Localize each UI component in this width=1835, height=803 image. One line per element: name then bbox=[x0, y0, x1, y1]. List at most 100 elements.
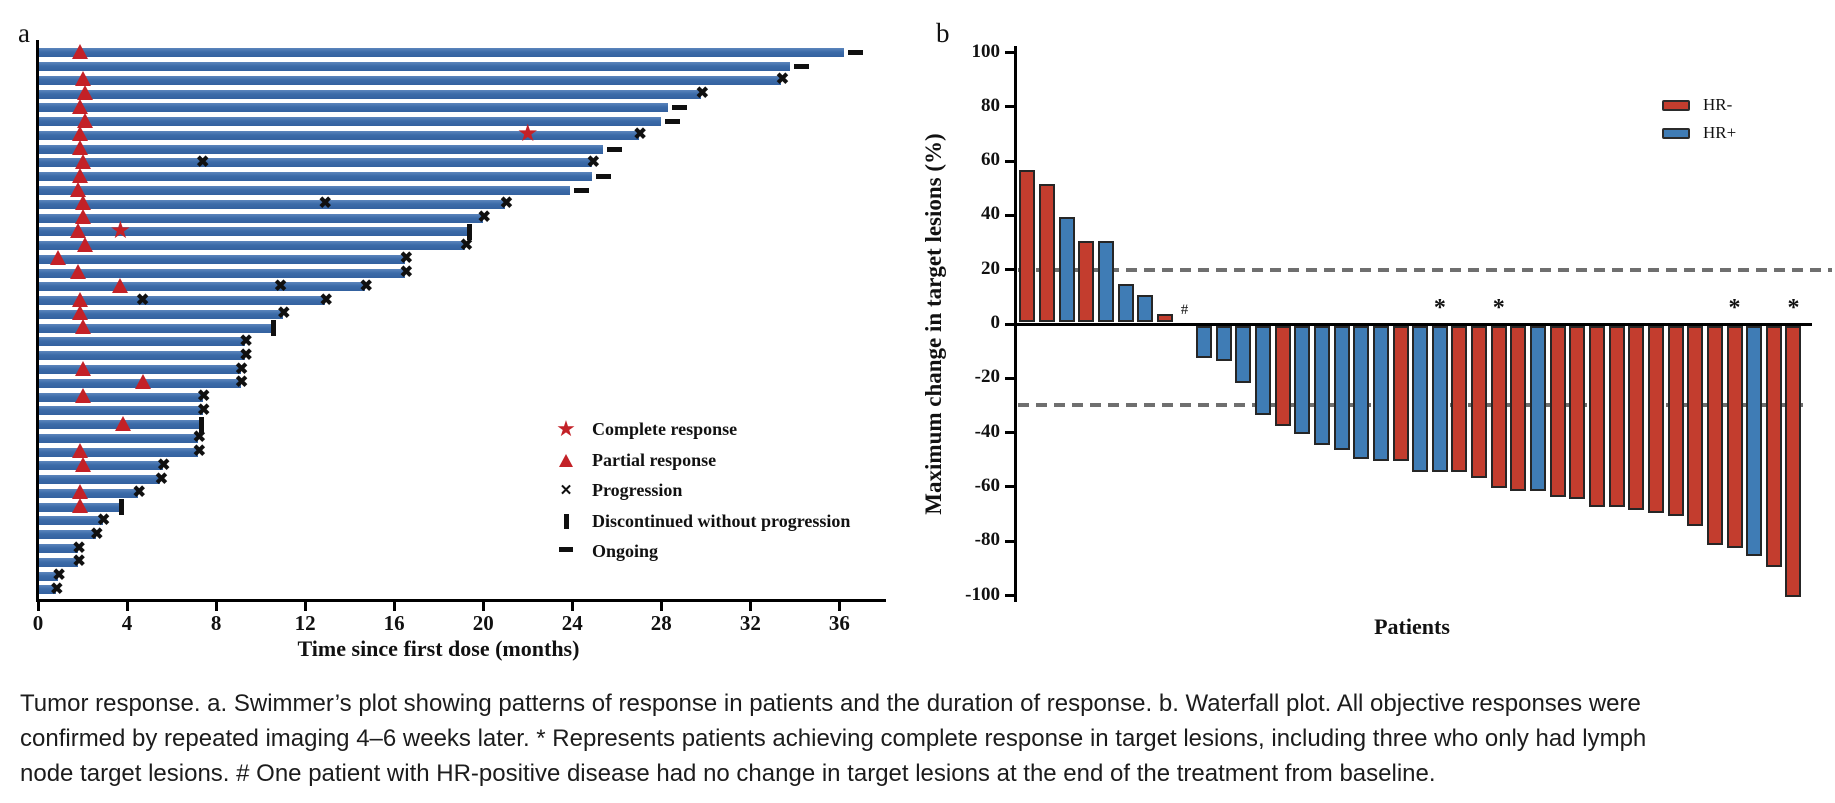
progression-marker-icon: ✖ bbox=[633, 126, 647, 144]
progression-marker-icon: ✖ bbox=[359, 277, 373, 295]
progression-marker-icon: ✖ bbox=[196, 153, 210, 171]
progression-marker-icon: ✖ bbox=[277, 305, 291, 323]
waterfall-bar bbox=[1353, 325, 1370, 459]
partial-response-marker-icon bbox=[74, 195, 91, 211]
waterfall-zero-line bbox=[1016, 322, 1812, 326]
waterfall-bar bbox=[1471, 325, 1488, 478]
swimmer-x-tick-label: 8 bbox=[210, 611, 222, 635]
swimmer-bar bbox=[39, 433, 199, 443]
legend-item-label: Partial response bbox=[592, 449, 717, 470]
waterfall-bar bbox=[1687, 325, 1704, 527]
panel-a-label: a bbox=[18, 18, 30, 48]
partial-response-marker-icon bbox=[72, 291, 89, 307]
waterfall-legend-label: HR- bbox=[1703, 95, 1733, 114]
waterfall-y-tick bbox=[1005, 539, 1014, 543]
progression-marker-icon: ✖ bbox=[192, 429, 206, 447]
waterfall-bar bbox=[1647, 325, 1664, 513]
progression-marker-icon: ✖ bbox=[399, 250, 413, 268]
swimmer-plot: 0 4 8 12 16 20 24 28 32 36 Time since first dose (… bbox=[0, 0, 935, 680]
swimmer-y-axis bbox=[36, 40, 39, 602]
progression-marker-icon: ✖ bbox=[399, 264, 413, 282]
progression-marker-icon: ✖ bbox=[135, 291, 150, 309]
swimmer-bar bbox=[39, 488, 139, 498]
swimmer-bar bbox=[39, 144, 604, 154]
swimmer-bar bbox=[39, 406, 203, 416]
swimmer-x-tick bbox=[482, 602, 486, 611]
waterfall-bar bbox=[1490, 325, 1507, 489]
waterfall-y-tick-label: -80 bbox=[974, 529, 1000, 551]
legend-ongoing-icon bbox=[559, 547, 573, 552]
swimmer-bar bbox=[39, 475, 161, 485]
waterfall-bar bbox=[1137, 295, 1154, 323]
progression-marker-icon: ✖ bbox=[52, 567, 66, 585]
complete-response-asterisk: * bbox=[1492, 295, 1505, 321]
partial-response-marker-icon bbox=[112, 277, 129, 293]
swimmer-bar bbox=[39, 103, 668, 113]
progression-marker-icon: ✖ bbox=[319, 291, 333, 309]
swimmer-xaxis-title: Time since first dose (months) bbox=[297, 636, 580, 661]
swimmer-bar bbox=[39, 268, 406, 278]
complete-response-marker-icon: ★ bbox=[516, 121, 539, 148]
swimmer-bar bbox=[39, 557, 79, 567]
progression-marker-icon: ✖ bbox=[459, 236, 474, 254]
progression-marker-icon: ✖ bbox=[50, 580, 64, 598]
swimmer-x-tick bbox=[304, 602, 308, 611]
partial-response-marker-icon bbox=[72, 305, 89, 321]
waterfall-bar bbox=[1215, 325, 1232, 361]
ongoing-marker-icon bbox=[596, 174, 612, 180]
waterfall-y-tick-label: 100 bbox=[971, 40, 1001, 62]
swimmer-bar bbox=[39, 351, 246, 361]
swimmer-bar bbox=[39, 213, 484, 223]
progression-marker-icon: ✖ bbox=[695, 85, 710, 103]
swimmer-bar bbox=[39, 186, 570, 195]
legend-discontinued-icon bbox=[564, 513, 569, 529]
waterfall-bar bbox=[1667, 325, 1684, 516]
swimmer-bar bbox=[39, 323, 272, 333]
waterfall-y-tick bbox=[1005, 594, 1014, 597]
swimmer-x-tick-label: 12 bbox=[294, 611, 316, 635]
partial-response-marker-icon bbox=[76, 85, 93, 101]
swimmer-bar bbox=[39, 227, 468, 237]
swimmer-x-tick-label: 4 bbox=[121, 611, 133, 635]
progression-marker-icon: ✖ bbox=[477, 209, 491, 227]
caption-line-3: node target lesions. # One patient with … bbox=[20, 760, 1436, 787]
caption-line-1: Tumor response. a. Swimmer’s plot showin… bbox=[20, 690, 1641, 717]
waterfall-bar bbox=[1628, 325, 1645, 511]
waterfall-bar bbox=[1431, 325, 1448, 473]
waterfall-bar bbox=[1569, 325, 1586, 500]
waterfall-bar bbox=[1019, 170, 1036, 323]
swimmer-bar bbox=[39, 392, 203, 402]
waterfall-bar bbox=[1274, 325, 1291, 426]
partial-response-marker-icon bbox=[74, 153, 91, 169]
swimmer-bar bbox=[39, 158, 593, 168]
swimmer-x-tick bbox=[126, 602, 130, 611]
swimmer-x-tick-label: 24 bbox=[561, 611, 583, 635]
progression-marker-icon: ✖ bbox=[96, 511, 111, 529]
partial-response-marker-icon bbox=[70, 264, 87, 280]
partial-response-marker-icon bbox=[72, 126, 89, 142]
progression-marker-icon: ✖ bbox=[499, 195, 514, 213]
waterfall-bar bbox=[1078, 241, 1095, 323]
swimmer-bar bbox=[39, 199, 506, 209]
partial-response-marker-icon bbox=[72, 140, 89, 156]
swimmer-x-tick bbox=[215, 602, 219, 611]
waterfall-y-tick bbox=[1005, 105, 1014, 109]
waterfall-bar bbox=[1372, 325, 1389, 462]
progression-marker-icon: ✖ bbox=[239, 332, 253, 350]
waterfall-y-tick-label: -40 bbox=[974, 420, 1000, 442]
waterfall-y-tick bbox=[1005, 51, 1014, 54]
waterfall-bar bbox=[1117, 284, 1134, 323]
waterfall-y-tick-label: 20 bbox=[981, 257, 1000, 279]
swimmer-bar bbox=[39, 461, 163, 471]
waterfall-y-tick-label: 60 bbox=[981, 149, 1000, 171]
partial-response-marker-icon bbox=[74, 388, 91, 404]
swimmer-bar bbox=[39, 89, 702, 99]
progression-marker-icon: ✖ bbox=[72, 539, 86, 557]
legend-item-label: Ongoing bbox=[592, 541, 659, 562]
ongoing-marker-icon bbox=[607, 146, 623, 152]
progression-marker-icon: ✖ bbox=[154, 470, 169, 488]
swimmer-bar bbox=[39, 296, 326, 306]
swimmer-bar bbox=[39, 365, 241, 374]
waterfall-y-tick bbox=[1005, 268, 1014, 272]
partial-response-marker-icon bbox=[70, 181, 87, 197]
